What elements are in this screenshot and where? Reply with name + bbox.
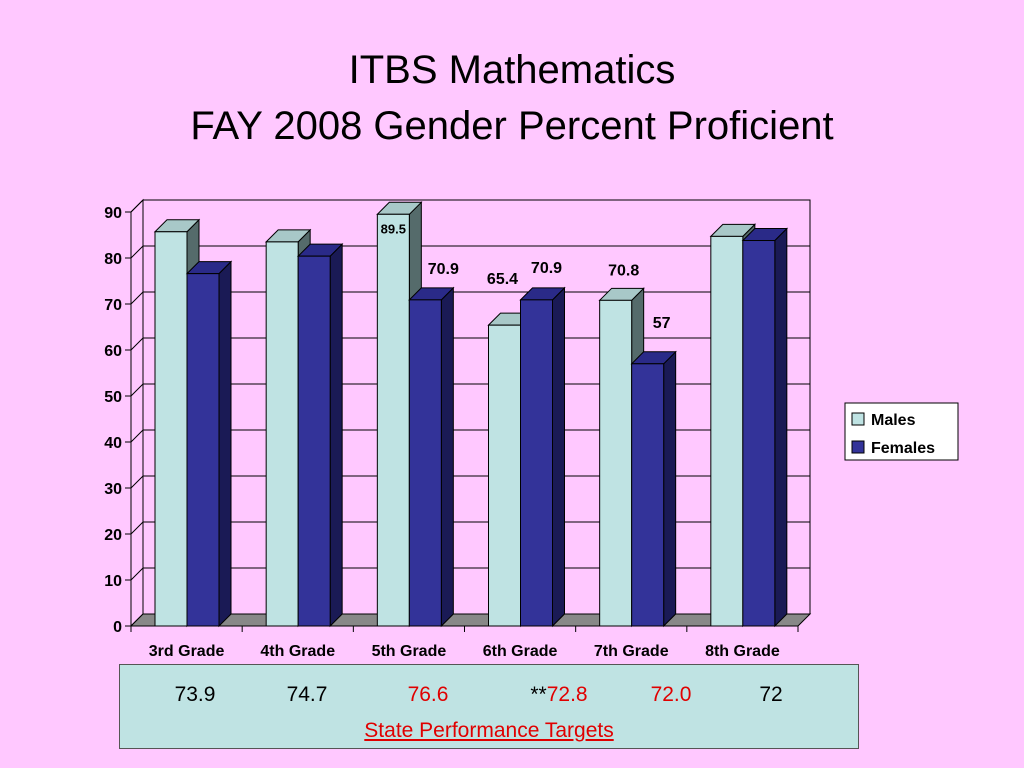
x-tick-label: 8th Grade bbox=[705, 643, 780, 660]
gridline-side bbox=[130, 291, 144, 305]
legend-swatch-males bbox=[851, 412, 865, 426]
bar-males-5 bbox=[710, 235, 744, 627]
target-value-5th: 76.6 bbox=[407, 683, 449, 706]
data-label: 57 bbox=[653, 315, 671, 332]
y-tick-label: 70 bbox=[104, 297, 122, 314]
bar-side bbox=[440, 286, 454, 628]
y-tick-label: 0 bbox=[113, 619, 122, 636]
gridline-side bbox=[130, 337, 144, 351]
x-tick-label: 5th Grade bbox=[372, 643, 447, 660]
bar-side bbox=[218, 260, 232, 628]
bar-side bbox=[329, 242, 343, 628]
bar-females-5 bbox=[742, 240, 776, 627]
bar-males-0 bbox=[154, 231, 188, 627]
data-label: 70.9 bbox=[531, 260, 562, 277]
y-tick-label: 60 bbox=[104, 343, 122, 360]
bar-females-3 bbox=[520, 299, 553, 627]
plot-side-wall bbox=[130, 198, 144, 628]
y-tick-label: 10 bbox=[104, 573, 122, 590]
y-tick-label: 80 bbox=[104, 251, 122, 268]
gridline-side bbox=[130, 245, 144, 259]
legend-label-females: Females bbox=[871, 440, 935, 457]
x-tick-label: 4th Grade bbox=[260, 643, 335, 660]
bar-females-2 bbox=[408, 299, 442, 627]
bar-males-4 bbox=[599, 299, 633, 627]
bar-side bbox=[552, 286, 565, 628]
y-tick-label: 20 bbox=[104, 527, 122, 544]
bar-females-1 bbox=[297, 255, 331, 627]
bar-females-0 bbox=[186, 273, 220, 627]
bar-females-4 bbox=[631, 363, 665, 627]
y-tick-label: 40 bbox=[104, 435, 122, 452]
data-label: 65.4 bbox=[487, 271, 518, 288]
data-label: 70.9 bbox=[428, 261, 459, 278]
gridline-side bbox=[130, 383, 144, 397]
data-label: 89.5 bbox=[381, 221, 406, 236]
legend-swatch-females bbox=[851, 440, 865, 454]
title-line-2: FAY 2008 Gender Percent Proficient bbox=[190, 104, 834, 148]
bar-males-1 bbox=[265, 241, 299, 627]
y-tick-label: 30 bbox=[104, 481, 122, 498]
gridline-side bbox=[130, 429, 144, 443]
x-tick-label: 3rd Grade bbox=[149, 643, 225, 660]
bar-males-3 bbox=[488, 324, 521, 627]
target-value-7th: 72.0 bbox=[650, 683, 692, 706]
gridline-side bbox=[130, 521, 144, 535]
plot-floor bbox=[129, 613, 812, 627]
x-tick-label: 6th Grade bbox=[483, 643, 558, 660]
y-tick-label: 50 bbox=[104, 389, 122, 406]
bar-side bbox=[774, 227, 788, 628]
y-tick-label: 90 bbox=[104, 205, 122, 222]
gridline-side bbox=[130, 199, 144, 213]
bar-chart: 0 10 20 30 40 50 60 70 80 90 3rd Grade 4th Grade 5th… bbox=[104, 198, 959, 660]
gridline-side bbox=[130, 567, 144, 581]
target-value-3rd: 73.9 bbox=[174, 683, 216, 706]
plot-back-wall bbox=[142, 199, 811, 615]
x-tick-label: 7th Grade bbox=[594, 643, 669, 660]
target-value-6th: **72.8 bbox=[530, 683, 588, 706]
bar-males-2 bbox=[376, 213, 410, 627]
gridline-side bbox=[130, 475, 144, 489]
bar-side bbox=[663, 350, 677, 628]
data-label: 70.8 bbox=[608, 262, 639, 279]
target-value-8th: 72 bbox=[759, 683, 783, 706]
title-line-1: ITBS Mathematics bbox=[348, 48, 676, 92]
target-value-4th: 74.7 bbox=[286, 683, 328, 706]
legend-label-males: Males bbox=[871, 412, 916, 429]
state-targets-box: 73.9 74.7 76.6 **72.8 72.0 72 State Perf… bbox=[119, 664, 859, 749]
state-targets-label: State Performance Targets bbox=[364, 719, 614, 742]
